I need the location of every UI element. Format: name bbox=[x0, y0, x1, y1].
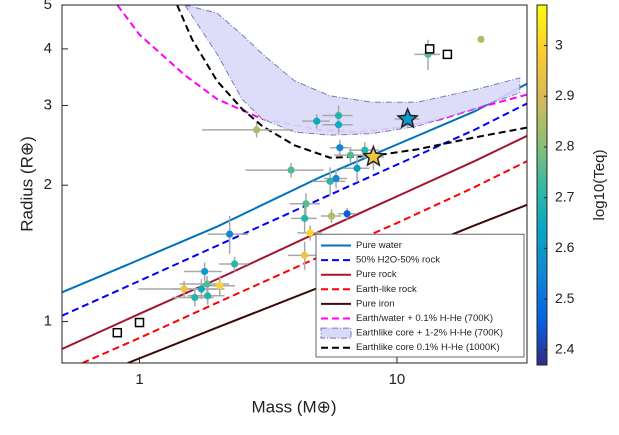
planet-point bbox=[200, 267, 209, 276]
colorbar-tick-label: 3 bbox=[555, 36, 563, 52]
highlighted-planet bbox=[396, 107, 419, 129]
planet-point bbox=[361, 146, 369, 154]
y-tick-label: 4 bbox=[44, 40, 52, 57]
colorbar-tick-label: 2.8 bbox=[555, 138, 575, 154]
x-tick-label: 1 bbox=[135, 371, 143, 388]
planet-point bbox=[326, 177, 334, 185]
model-curve bbox=[62, 82, 527, 294]
legend-label: 50% H2O-50% rock bbox=[356, 255, 440, 266]
y-tick-label: 1 bbox=[44, 313, 52, 330]
planet-point bbox=[191, 293, 199, 302]
planet-point bbox=[204, 292, 212, 300]
planet-point bbox=[346, 151, 355, 159]
legend-label: Pure water bbox=[356, 240, 402, 251]
solar-system-planet bbox=[112, 327, 123, 338]
planet-point bbox=[301, 214, 309, 222]
model-band bbox=[184, 5, 521, 136]
planet-point bbox=[302, 200, 310, 208]
highlighted-planet bbox=[362, 144, 385, 167]
x-axis-label: Mass (M⊕) bbox=[251, 397, 336, 416]
legend-label: Pure iron bbox=[356, 298, 395, 309]
legend-label: Pure rock bbox=[356, 269, 397, 280]
y-tick-label: 5 bbox=[44, 0, 52, 13]
planet-point bbox=[477, 35, 485, 43]
plot-frame bbox=[61, 4, 528, 364]
planet-point bbox=[343, 210, 351, 218]
solar-system-planet bbox=[424, 44, 435, 54]
colorbar-tick-label: 2.7 bbox=[555, 188, 575, 204]
planet-point bbox=[252, 126, 261, 134]
y-tick-label: 2 bbox=[44, 176, 52, 193]
colorbar-tick-label: 2.6 bbox=[555, 239, 575, 255]
planet-point bbox=[301, 251, 309, 259]
planet-point bbox=[287, 166, 295, 174]
planet-point bbox=[327, 212, 336, 220]
solar-system-planet bbox=[134, 317, 145, 328]
legend-swatch bbox=[320, 327, 352, 339]
planet-point bbox=[197, 285, 206, 293]
solar-system-planet bbox=[442, 49, 453, 60]
planet-point bbox=[332, 174, 340, 183]
colorbar-tick-label: 2.5 bbox=[555, 290, 575, 306]
planet-point bbox=[216, 282, 224, 290]
legend-label: Earth-like rock bbox=[356, 284, 417, 295]
y-tick-label: 3 bbox=[44, 96, 52, 113]
plot-area bbox=[62, 5, 527, 363]
planet-point bbox=[203, 280, 211, 288]
planet-point bbox=[353, 164, 361, 172]
y-axis-label: Radius (R⊕) bbox=[17, 136, 36, 231]
legend-label: Earthlike core + 1-2% H-He (700K) bbox=[356, 328, 503, 339]
legend-label: Earth/water + 0.1% H-He (700K) bbox=[356, 313, 493, 324]
planet-point bbox=[334, 111, 343, 120]
planet-point bbox=[180, 285, 188, 293]
colorbar-tick-label: 2.4 bbox=[555, 340, 575, 356]
model-curve bbox=[62, 102, 527, 317]
planet-point bbox=[306, 229, 314, 237]
colorbar-tick-label: 2.9 bbox=[555, 87, 575, 103]
colorbar-label: log10(Teq) bbox=[591, 150, 608, 221]
planet-point bbox=[334, 121, 343, 129]
planet-point bbox=[336, 144, 344, 152]
model-curve bbox=[62, 134, 527, 350]
planet-point bbox=[313, 117, 321, 125]
planet-point bbox=[226, 230, 234, 238]
planet-point bbox=[230, 260, 239, 268]
x-tick-label: 10 bbox=[389, 371, 406, 388]
legend-label: Earthlike core 0.1% H-He (1000K) bbox=[356, 342, 500, 353]
model-curve bbox=[176, 5, 527, 159]
colorbar bbox=[536, 4, 548, 366]
